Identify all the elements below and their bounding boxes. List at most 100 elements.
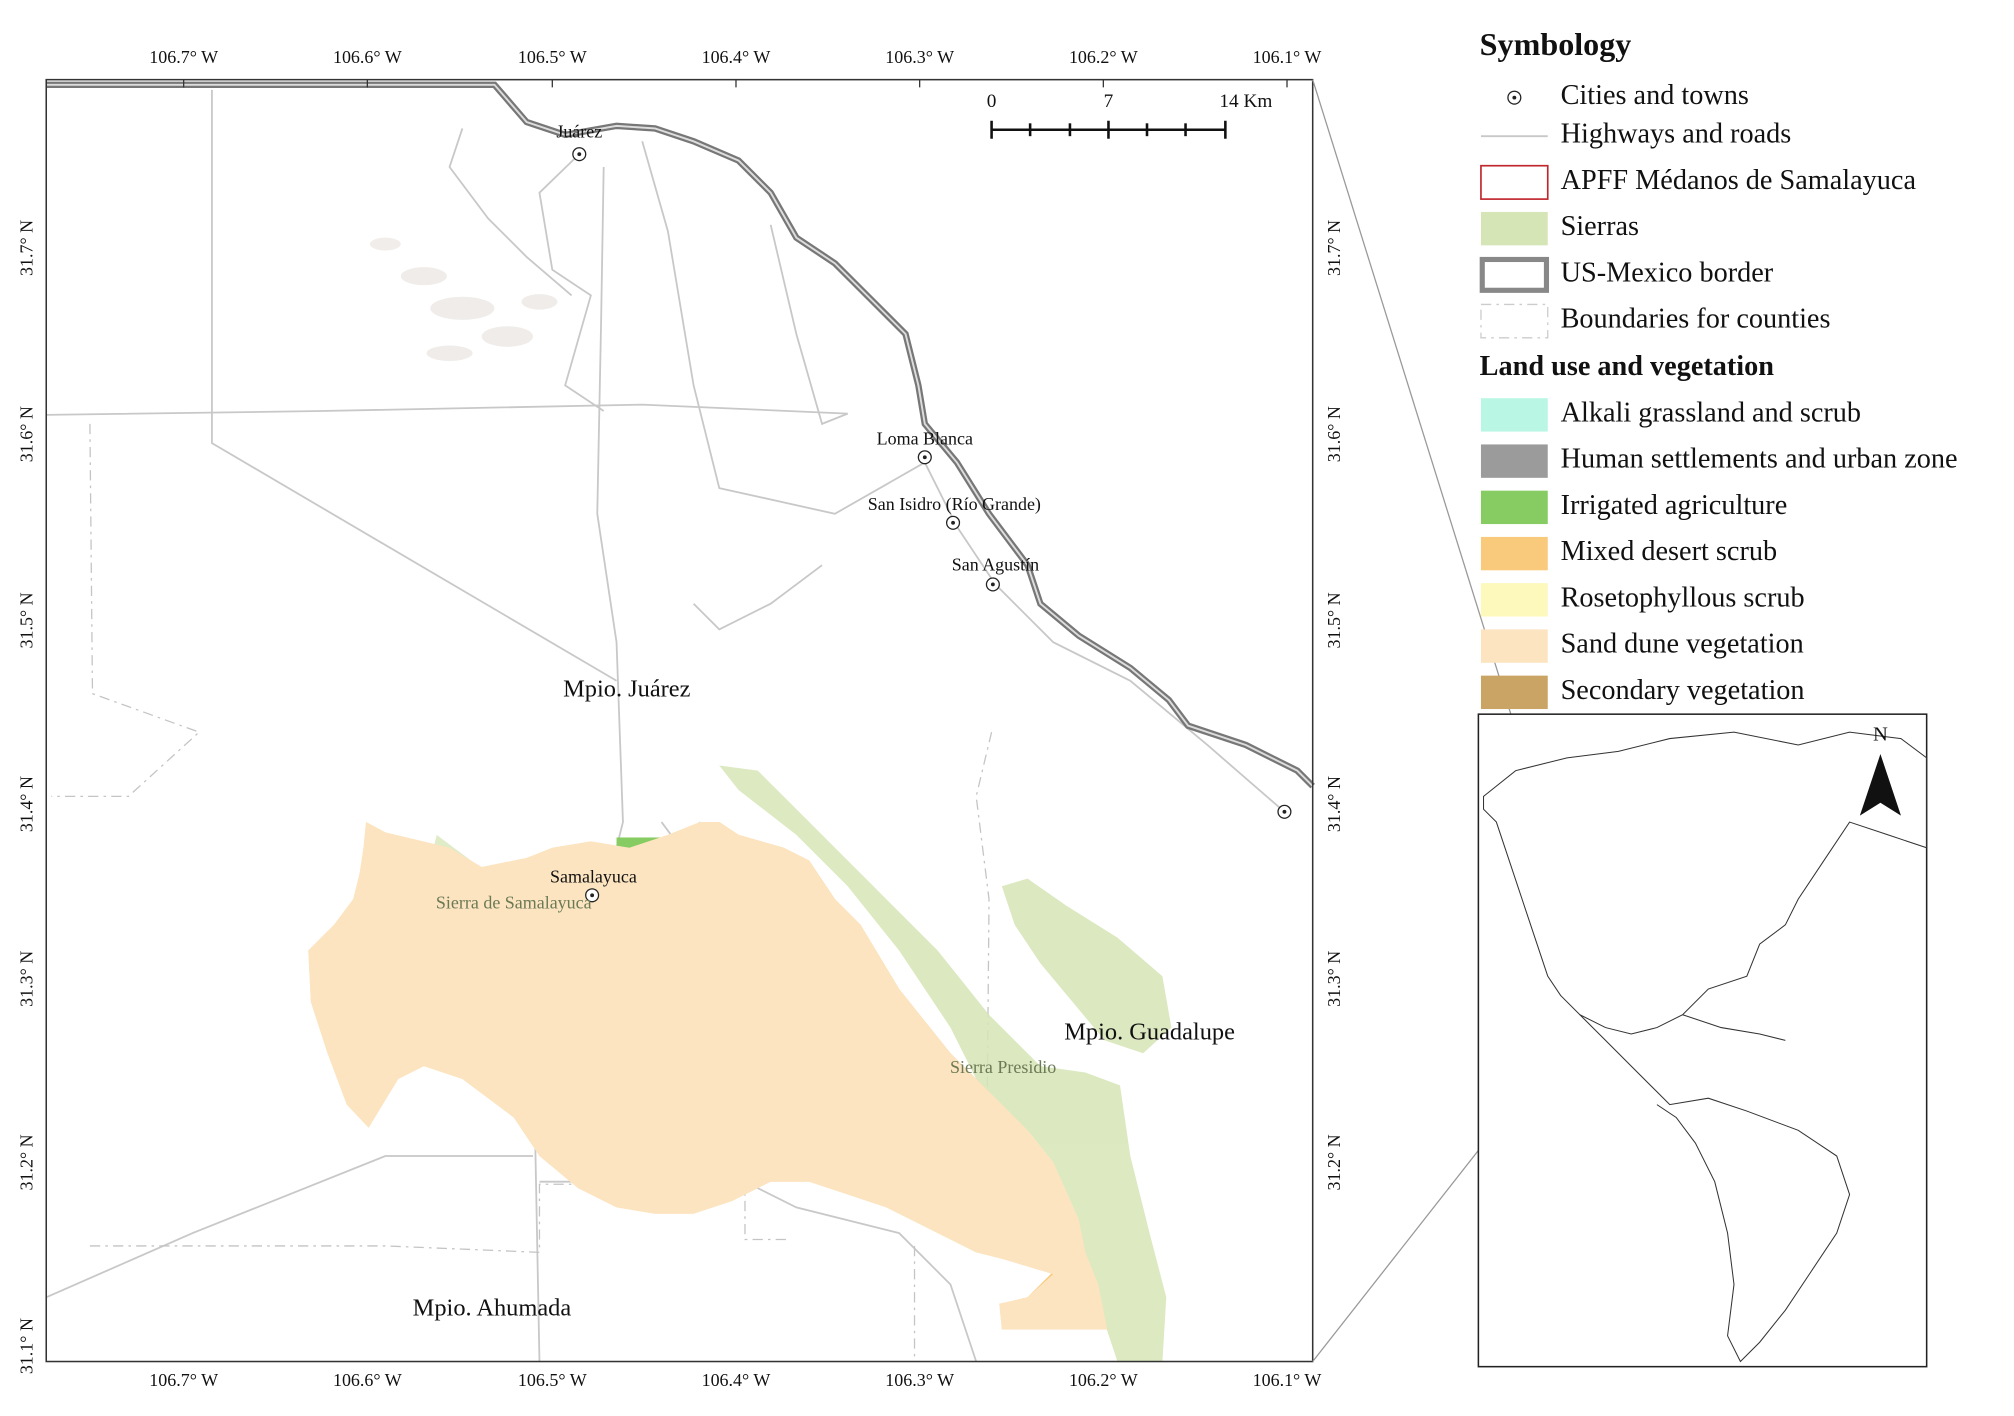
legend-label: Alkali grassland and scrub: [1561, 397, 1861, 428]
latitude-label: 31.6° N: [1324, 406, 1344, 462]
north-america: [1483, 731, 1928, 1035]
north-label: N: [1873, 724, 1888, 746]
legend-label: Cities and towns: [1561, 80, 1749, 111]
latitude-label: 31.6° N: [16, 406, 36, 462]
longitude-label: 106.2° W: [1069, 47, 1138, 67]
scale-bar: [990, 120, 1227, 139]
legend-swatch: [1480, 490, 1548, 525]
latitude-label: 31.7° N: [16, 220, 36, 276]
road: [641, 141, 1286, 813]
latitude-label: 31.4° N: [1324, 776, 1344, 832]
municipality-label: Mpio. Ahumada: [413, 1295, 572, 1322]
legend-label: Human settlements and urban zone: [1561, 444, 1958, 475]
roads: [45, 89, 1286, 1362]
road: [211, 89, 617, 682]
inset-continents: [1483, 731, 1928, 1363]
place-label: Juárez: [556, 122, 602, 142]
legend-label: Boundaries for counties: [1561, 304, 1831, 335]
latitude-label: 31.3° N: [1324, 951, 1344, 1007]
place-label: San Isidro (Río Grande): [868, 494, 1041, 515]
legend-swatch: [1479, 256, 1550, 293]
longitude-label: 106.7° W: [149, 1370, 218, 1390]
south-america: [1579, 1014, 1851, 1363]
legend-swatch: [1480, 675, 1548, 710]
county-boundary: [89, 1183, 790, 1254]
longitude-label: 106.5° W: [518, 1370, 587, 1390]
scale-label: 7: [1104, 91, 1114, 112]
legend-label: Secondary vegetation: [1561, 675, 1805, 706]
place-label: Samalayuca: [550, 867, 637, 887]
longitude-label: 106.7° W: [149, 47, 218, 67]
scale-label: 14 Km: [1219, 91, 1272, 112]
legend-swatch: [1480, 303, 1549, 339]
us-mexico-border-inner: [46, 83, 1314, 787]
longitude-label: 106.5° W: [518, 47, 587, 67]
legend-swatch: [1480, 583, 1548, 617]
sierra-area: [1001, 878, 1172, 1054]
longitude-label: 106.4° W: [702, 1370, 771, 1390]
longitude-label: 106.3° W: [885, 47, 954, 67]
longitude-label: 106.2° W: [1069, 1370, 1138, 1390]
town-marker-dot: [590, 893, 595, 898]
legend-swatch: [1480, 398, 1548, 432]
legend-swatch: [1480, 211, 1548, 246]
place-label: San Agustín: [952, 555, 1039, 575]
legend-section-title: Land use and vegetation: [1480, 351, 1775, 382]
road: [45, 1155, 534, 1299]
latitude-label: 31.2° N: [1324, 1134, 1344, 1190]
legend-label: Rosetophyllous scrub: [1561, 582, 1805, 613]
town-marker-dot: [1512, 95, 1517, 100]
longitude-label: 106.1° W: [1253, 1370, 1322, 1390]
municipality-label: Mpio. Juárez: [563, 676, 691, 703]
road: [46, 403, 848, 416]
road: [769, 224, 849, 426]
sierra-label: Sierra de Samalayuca: [436, 892, 592, 912]
town-marker-dot: [922, 455, 927, 460]
map-frame: [45, 78, 1314, 1363]
county-boundaries: [51, 423, 993, 1362]
latitude-label: 31.4° N: [16, 776, 36, 832]
legend-label: US-Mexico border: [1561, 257, 1774, 288]
scale-label: 0: [987, 91, 997, 112]
sierras-layer: [719, 765, 1172, 1362]
road: [692, 564, 823, 631]
sierra-area: [719, 765, 1167, 1362]
town-marker-dot: [1282, 809, 1287, 814]
town-marker-dot: [990, 582, 995, 587]
legend-label: Sand dune vegetation: [1561, 629, 1804, 660]
place-label: Loma Blanca: [877, 429, 973, 449]
legend-label: Sierras: [1561, 211, 1639, 242]
legend-swatch: [1480, 444, 1548, 478]
latitude-label: 31.3° N: [16, 951, 36, 1007]
town-marker-dot: [577, 152, 582, 157]
latitude-label: 31.5° N: [1324, 592, 1344, 648]
caribbean: [1682, 1014, 1786, 1041]
road: [538, 153, 605, 412]
longitude-label: 106.6° W: [333, 47, 402, 67]
road: [448, 128, 573, 297]
north-arrow: [1859, 753, 1901, 816]
latitude-label: 31.2° N: [16, 1134, 36, 1190]
legend-label: APFF Médanos de Samalayuca: [1561, 165, 1917, 196]
sierra-label: Sierra Presidio: [950, 1057, 1056, 1077]
town-marker-dot: [951, 520, 955, 525]
legend-swatch: [1480, 164, 1549, 200]
latitude-label: 31.1° N: [16, 1318, 36, 1374]
latitude-label: 31.5° N: [16, 592, 36, 648]
legend-swatch: [1480, 629, 1548, 663]
legend-label: Mixed desert scrub: [1561, 536, 1778, 567]
terrain-shading: [369, 237, 558, 361]
legend-label: Irrigated agriculture: [1561, 490, 1788, 521]
legend-swatch: [1480, 536, 1548, 571]
longitude-label: 106.4° W: [702, 47, 771, 67]
latitude-label: 31.7° N: [1324, 220, 1344, 276]
inset-frame: [1477, 713, 1928, 1368]
legend-title: Symbology: [1480, 26, 1632, 62]
longitude-label: 106.1° W: [1253, 47, 1322, 67]
longitude-label: 106.3° W: [885, 1370, 954, 1390]
longitude-label: 106.6° W: [333, 1370, 402, 1390]
legend-label: Highways and roads: [1561, 119, 1792, 150]
municipality-label: Mpio. Guadalupe: [1064, 1019, 1235, 1046]
county-boundary: [950, 731, 993, 1208]
